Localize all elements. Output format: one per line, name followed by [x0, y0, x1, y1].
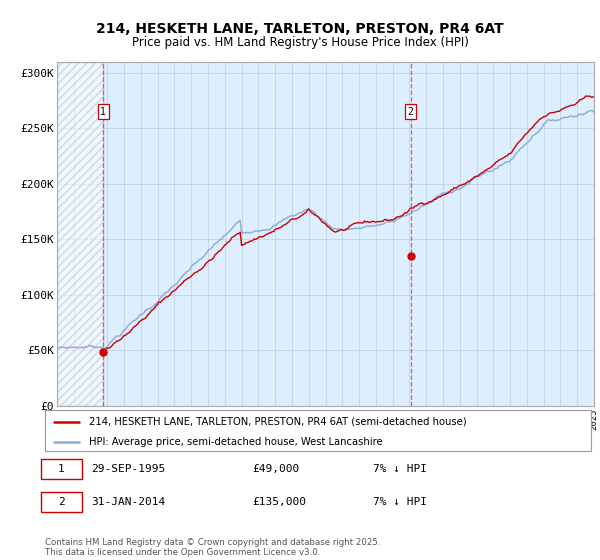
Bar: [57, 62, 103, 406]
Text: 1: 1: [100, 106, 106, 116]
Text: 29-SEP-1995: 29-SEP-1995: [91, 464, 166, 474]
Text: £49,000: £49,000: [253, 464, 300, 474]
Text: 2: 2: [58, 497, 65, 507]
Text: HPI: Average price, semi-detached house, West Lancashire: HPI: Average price, semi-detached house,…: [89, 437, 382, 447]
Text: 31-JAN-2014: 31-JAN-2014: [91, 497, 166, 507]
FancyBboxPatch shape: [41, 492, 82, 512]
Text: Contains HM Land Registry data © Crown copyright and database right 2025.
This d: Contains HM Land Registry data © Crown c…: [45, 538, 380, 557]
FancyBboxPatch shape: [41, 459, 82, 479]
Text: 2: 2: [408, 106, 413, 116]
Text: 7% ↓ HPI: 7% ↓ HPI: [373, 464, 427, 474]
Text: £135,000: £135,000: [253, 497, 307, 507]
Text: 214, HESKETH LANE, TARLETON, PRESTON, PR4 6AT (semi-detached house): 214, HESKETH LANE, TARLETON, PRESTON, PR…: [89, 417, 466, 427]
Text: Price paid vs. HM Land Registry's House Price Index (HPI): Price paid vs. HM Land Registry's House …: [131, 36, 469, 49]
Text: 1: 1: [58, 464, 65, 474]
Text: 214, HESKETH LANE, TARLETON, PRESTON, PR4 6AT: 214, HESKETH LANE, TARLETON, PRESTON, PR…: [96, 22, 504, 36]
Text: 7% ↓ HPI: 7% ↓ HPI: [373, 497, 427, 507]
